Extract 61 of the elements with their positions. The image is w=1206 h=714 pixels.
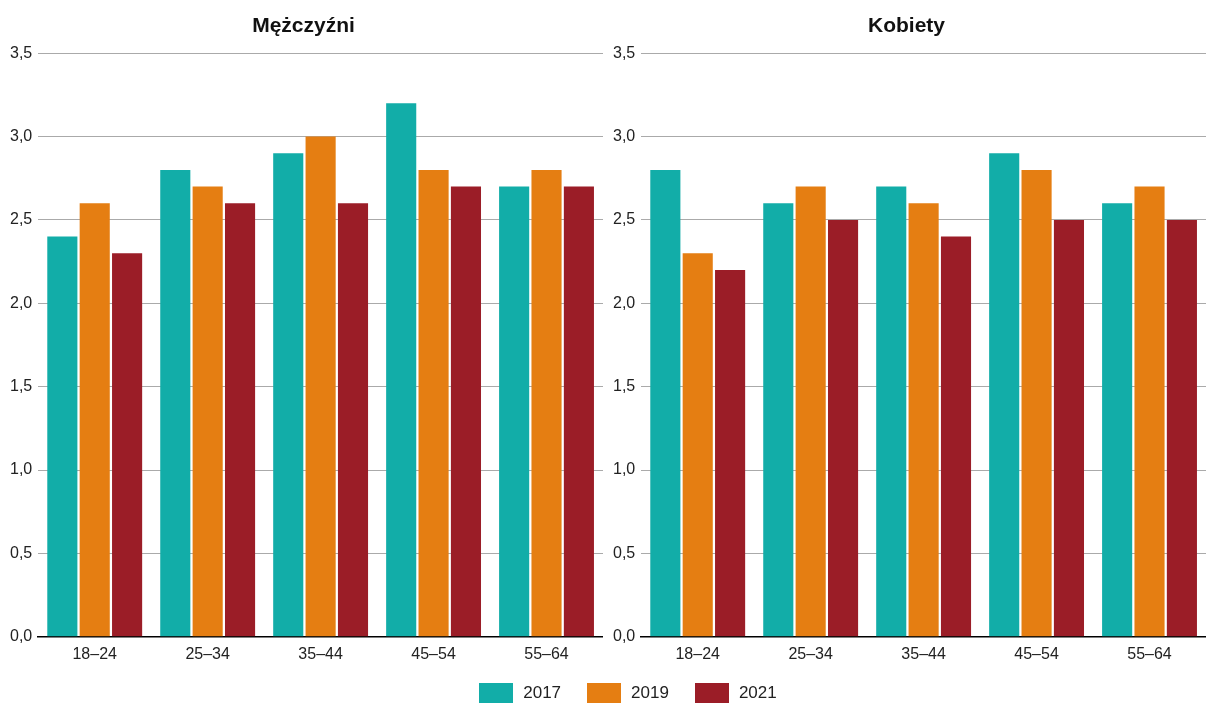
legend-label: 2021 (738, 683, 777, 703)
bar (386, 103, 417, 637)
bar (795, 186, 826, 637)
bar (1134, 186, 1165, 637)
bar (224, 203, 256, 637)
y-tick-label: 3,5 (9, 43, 33, 61)
y-tick-label: 1,0 (9, 460, 33, 478)
bar (305, 136, 336, 637)
bar (827, 219, 859, 637)
y-tick-label: 0,0 (9, 627, 33, 645)
chart-title: Mężczyźni (252, 13, 355, 37)
bar (763, 203, 794, 637)
bar (112, 253, 143, 637)
x-tick-label: 55–64 (1127, 644, 1172, 662)
x-tick-label: 35–44 (901, 644, 946, 662)
x-tick-label: 25–34 (788, 644, 834, 662)
bar (940, 236, 972, 637)
bar (563, 186, 594, 637)
bar (79, 203, 110, 637)
y-tick-label: 2,5 (9, 210, 33, 228)
x-tick-label: 18–24 (72, 644, 118, 662)
legend-label: 2017 (523, 683, 562, 703)
bar (1166, 219, 1197, 637)
bar (531, 169, 562, 637)
bar (418, 169, 449, 637)
x-tick-label: 45–54 (411, 644, 456, 662)
bar (160, 169, 191, 637)
y-tick-label: 3,5 (612, 43, 636, 61)
y-tick-label: 0,0 (612, 627, 636, 645)
bar (499, 186, 530, 637)
chart-title: Kobiety (867, 13, 946, 37)
y-tick-label: 3,0 (9, 126, 33, 144)
bar (273, 153, 304, 637)
x-tick-label: 18–24 (675, 644, 721, 662)
x-tick-label: 45–54 (1014, 644, 1059, 662)
legend-label: 2019 (631, 683, 669, 703)
y-tick-label: 0,5 (612, 543, 636, 561)
bar (450, 186, 482, 637)
bar (47, 236, 78, 637)
y-tick-label: 1,5 (612, 377, 636, 395)
y-tick-label: 2,0 (9, 293, 33, 311)
bar (989, 153, 1020, 637)
bar (337, 203, 369, 637)
bar (650, 169, 681, 637)
bar (682, 253, 713, 637)
y-tick-label: 1,5 (9, 377, 33, 395)
y-tick-label: 2,0 (612, 293, 636, 311)
bar (192, 186, 223, 637)
bar (908, 203, 939, 637)
y-tick-label: 0,5 (9, 543, 33, 561)
x-tick-label: 25–34 (185, 644, 231, 662)
y-tick-label: 1,0 (612, 460, 636, 478)
bar (1021, 169, 1052, 637)
y-tick-label: 2,5 (612, 210, 636, 228)
bar (1102, 203, 1133, 637)
bar (1053, 219, 1085, 637)
x-tick-label: 55–64 (524, 644, 569, 662)
x-tick-label: 35–44 (298, 644, 343, 662)
bar (715, 269, 746, 637)
y-tick-label: 3,0 (612, 126, 636, 144)
bar (876, 186, 907, 637)
